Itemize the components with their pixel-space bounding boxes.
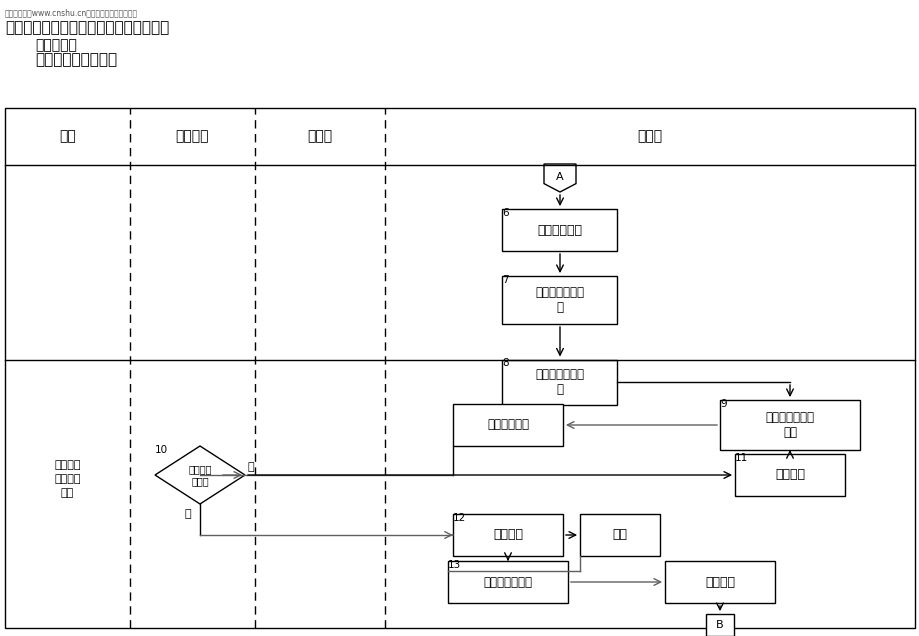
Text: 13: 13	[448, 560, 460, 570]
Text: 固定资产帐务维
护: 固定资产帐务维 护	[535, 286, 584, 314]
Text: 是: 是	[185, 509, 191, 519]
Text: 更新折旧试算登
记簿: 更新折旧试算登 记簿	[765, 411, 813, 439]
Text: 折旧修改: 折旧修改	[774, 469, 804, 481]
Text: B: B	[715, 620, 723, 630]
Bar	[664, 561, 774, 603]
Text: 折旧试算报表: 折旧试算报表	[486, 418, 528, 431]
Polygon shape	[154, 446, 244, 504]
Bar	[452, 514, 562, 556]
Text: 应付帐款维护: 应付帐款维护	[537, 223, 582, 237]
Bar	[5, 108, 914, 628]
Text: 财务部: 财务部	[637, 130, 662, 144]
Bar	[720, 400, 859, 450]
Bar	[579, 514, 659, 556]
Text: 凭证: 凭证	[612, 529, 627, 541]
Text: 根据固定
资产折旧
需要: 根据固定 资产折旧 需要	[54, 460, 81, 498]
Text: 10: 10	[154, 445, 168, 455]
Text: 折旧报表: 折旧报表	[704, 576, 734, 588]
Text: 否: 否	[248, 462, 255, 472]
Text: 时间: 时间	[59, 130, 75, 144]
Text: 9: 9	[720, 399, 726, 409]
Text: 储运部: 储运部	[307, 130, 332, 144]
Text: 折旧转帐: 折旧转帐	[493, 529, 522, 541]
Bar	[502, 209, 617, 251]
Text: 流程名称：固定资产管理流程（续上页）: 流程名称：固定资产管理流程（续上页）	[5, 20, 169, 35]
Text: 11: 11	[734, 453, 747, 463]
Text: 折旧是否
正确？: 折旧是否 正确？	[188, 464, 211, 486]
Text: 精品资料网（www.cnshu.cn）专业提供人管培训资料: 精品资料网（www.cnshu.cn）专业提供人管培训资料	[5, 8, 138, 17]
Bar	[448, 561, 567, 603]
Text: 7: 7	[502, 275, 508, 285]
Bar	[502, 359, 617, 404]
Text: 财务副总: 财务副总	[176, 130, 209, 144]
Bar	[734, 454, 844, 496]
Text: 流程编号：: 流程编号：	[35, 38, 77, 52]
Text: A: A	[556, 172, 563, 182]
Bar	[452, 404, 562, 446]
Bar	[705, 614, 733, 636]
Bar	[502, 276, 617, 324]
Polygon shape	[543, 164, 575, 192]
Text: 流程拥有者：财务部: 流程拥有者：财务部	[35, 52, 117, 67]
Text: 8: 8	[502, 359, 508, 368]
Text: 固定资产折旧计
算: 固定资产折旧计 算	[535, 368, 584, 396]
Text: 6: 6	[502, 208, 508, 218]
Text: 更新折旧登记簿: 更新折旧登记簿	[483, 576, 532, 588]
Text: 12: 12	[452, 513, 466, 523]
